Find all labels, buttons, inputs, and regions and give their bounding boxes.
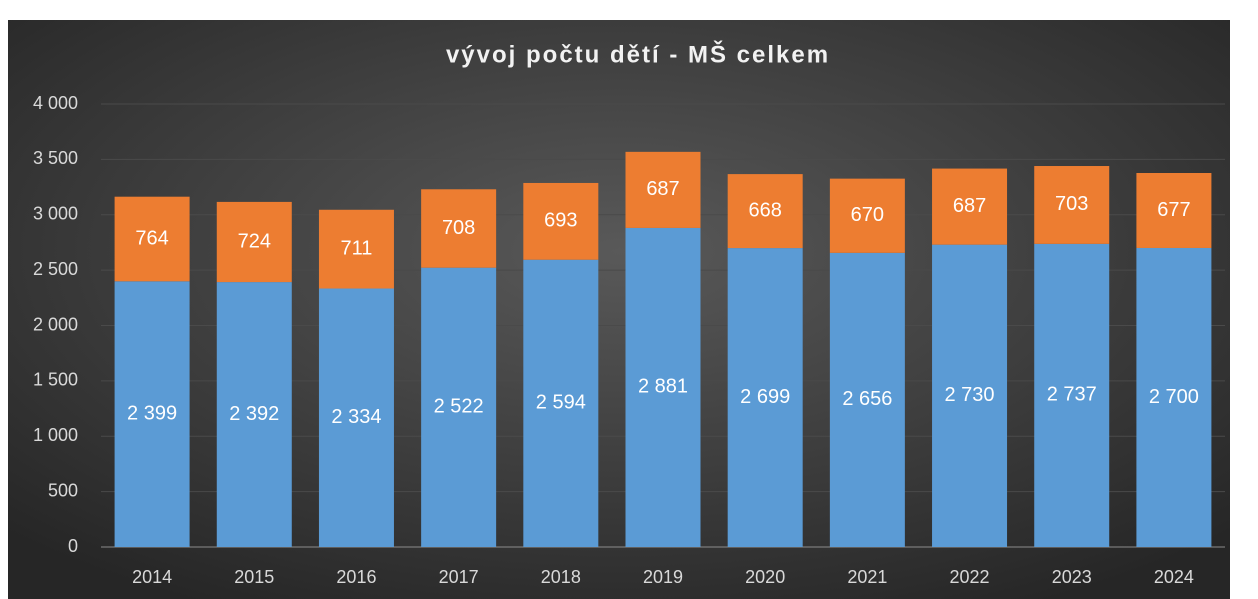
x-tick-label: 2014	[132, 567, 172, 587]
chart-background	[8, 20, 1230, 599]
y-tick-label: 2 500	[33, 259, 78, 279]
bar-segment	[1136, 172, 1212, 248]
y-tick-label: 4 000	[33, 93, 78, 113]
bar-segment	[421, 189, 497, 268]
data-label: 2 656	[842, 388, 892, 410]
x-tick-label: 2020	[745, 567, 785, 587]
y-tick-label: 0	[68, 536, 78, 556]
x-tick-label: 2021	[847, 567, 887, 587]
chart-title: vývoj počtu dětí - MŠ celkem	[446, 40, 830, 68]
data-label: 764	[135, 227, 168, 249]
bar-segment	[1136, 247, 1212, 547]
bar-segment	[829, 252, 905, 547]
x-tick-label: 2016	[336, 567, 376, 587]
data-label: 2 594	[536, 392, 586, 414]
data-label: 2 334	[331, 406, 381, 428]
data-label: 693	[544, 210, 577, 232]
data-label: 668	[748, 199, 781, 221]
bar-segment	[318, 209, 394, 289]
bar-segment	[318, 288, 394, 547]
x-tick-label: 2017	[439, 567, 479, 587]
x-tick-label: 2023	[1052, 567, 1092, 587]
data-label: 2 730	[945, 384, 995, 406]
data-label: 2 699	[740, 386, 790, 408]
bar-segment	[1034, 166, 1110, 244]
x-tick-label: 2019	[643, 567, 683, 587]
data-label: 711	[341, 237, 373, 259]
bar-segment	[216, 201, 292, 283]
data-label: 2 881	[638, 376, 688, 398]
data-label: 703	[1055, 193, 1088, 215]
x-tick-label: 2024	[1154, 567, 1194, 587]
bar-segment	[932, 244, 1008, 547]
y-tick-label: 2 000	[33, 314, 78, 334]
bar-segment	[625, 227, 701, 547]
x-tick-label: 2015	[234, 567, 274, 587]
bar-segment	[625, 151, 701, 228]
bar-segment	[216, 282, 292, 547]
data-label: 2 700	[1149, 386, 1199, 408]
data-label: 2 399	[127, 402, 177, 424]
x-tick-label: 2022	[950, 567, 990, 587]
data-label: 687	[953, 195, 986, 217]
bar-segment	[114, 196, 190, 282]
y-tick-label: 1 000	[33, 425, 78, 445]
data-label: 670	[851, 204, 884, 226]
data-label: 2 737	[1047, 384, 1097, 406]
y-tick-label: 500	[48, 480, 78, 500]
data-label: 677	[1157, 199, 1190, 221]
bar-segment	[1034, 243, 1110, 547]
data-label: 2 522	[434, 396, 484, 418]
y-tick-label: 3 000	[33, 204, 78, 224]
data-label: 724	[238, 230, 271, 252]
y-tick-label: 3 500	[33, 148, 78, 168]
bar-segment	[829, 178, 905, 253]
bar-segment	[421, 267, 497, 547]
bar-segment	[114, 281, 190, 547]
data-label: 708	[442, 217, 475, 239]
bar-segment	[727, 248, 803, 547]
data-label: 2 392	[229, 403, 279, 425]
bar-segment	[523, 182, 599, 260]
data-label: 687	[646, 178, 679, 200]
y-tick-label: 1 500	[33, 370, 78, 390]
bar-segment	[523, 259, 599, 547]
bar-segment	[727, 174, 803, 249]
x-tick-label: 2018	[541, 567, 581, 587]
bar-segment	[932, 168, 1008, 245]
